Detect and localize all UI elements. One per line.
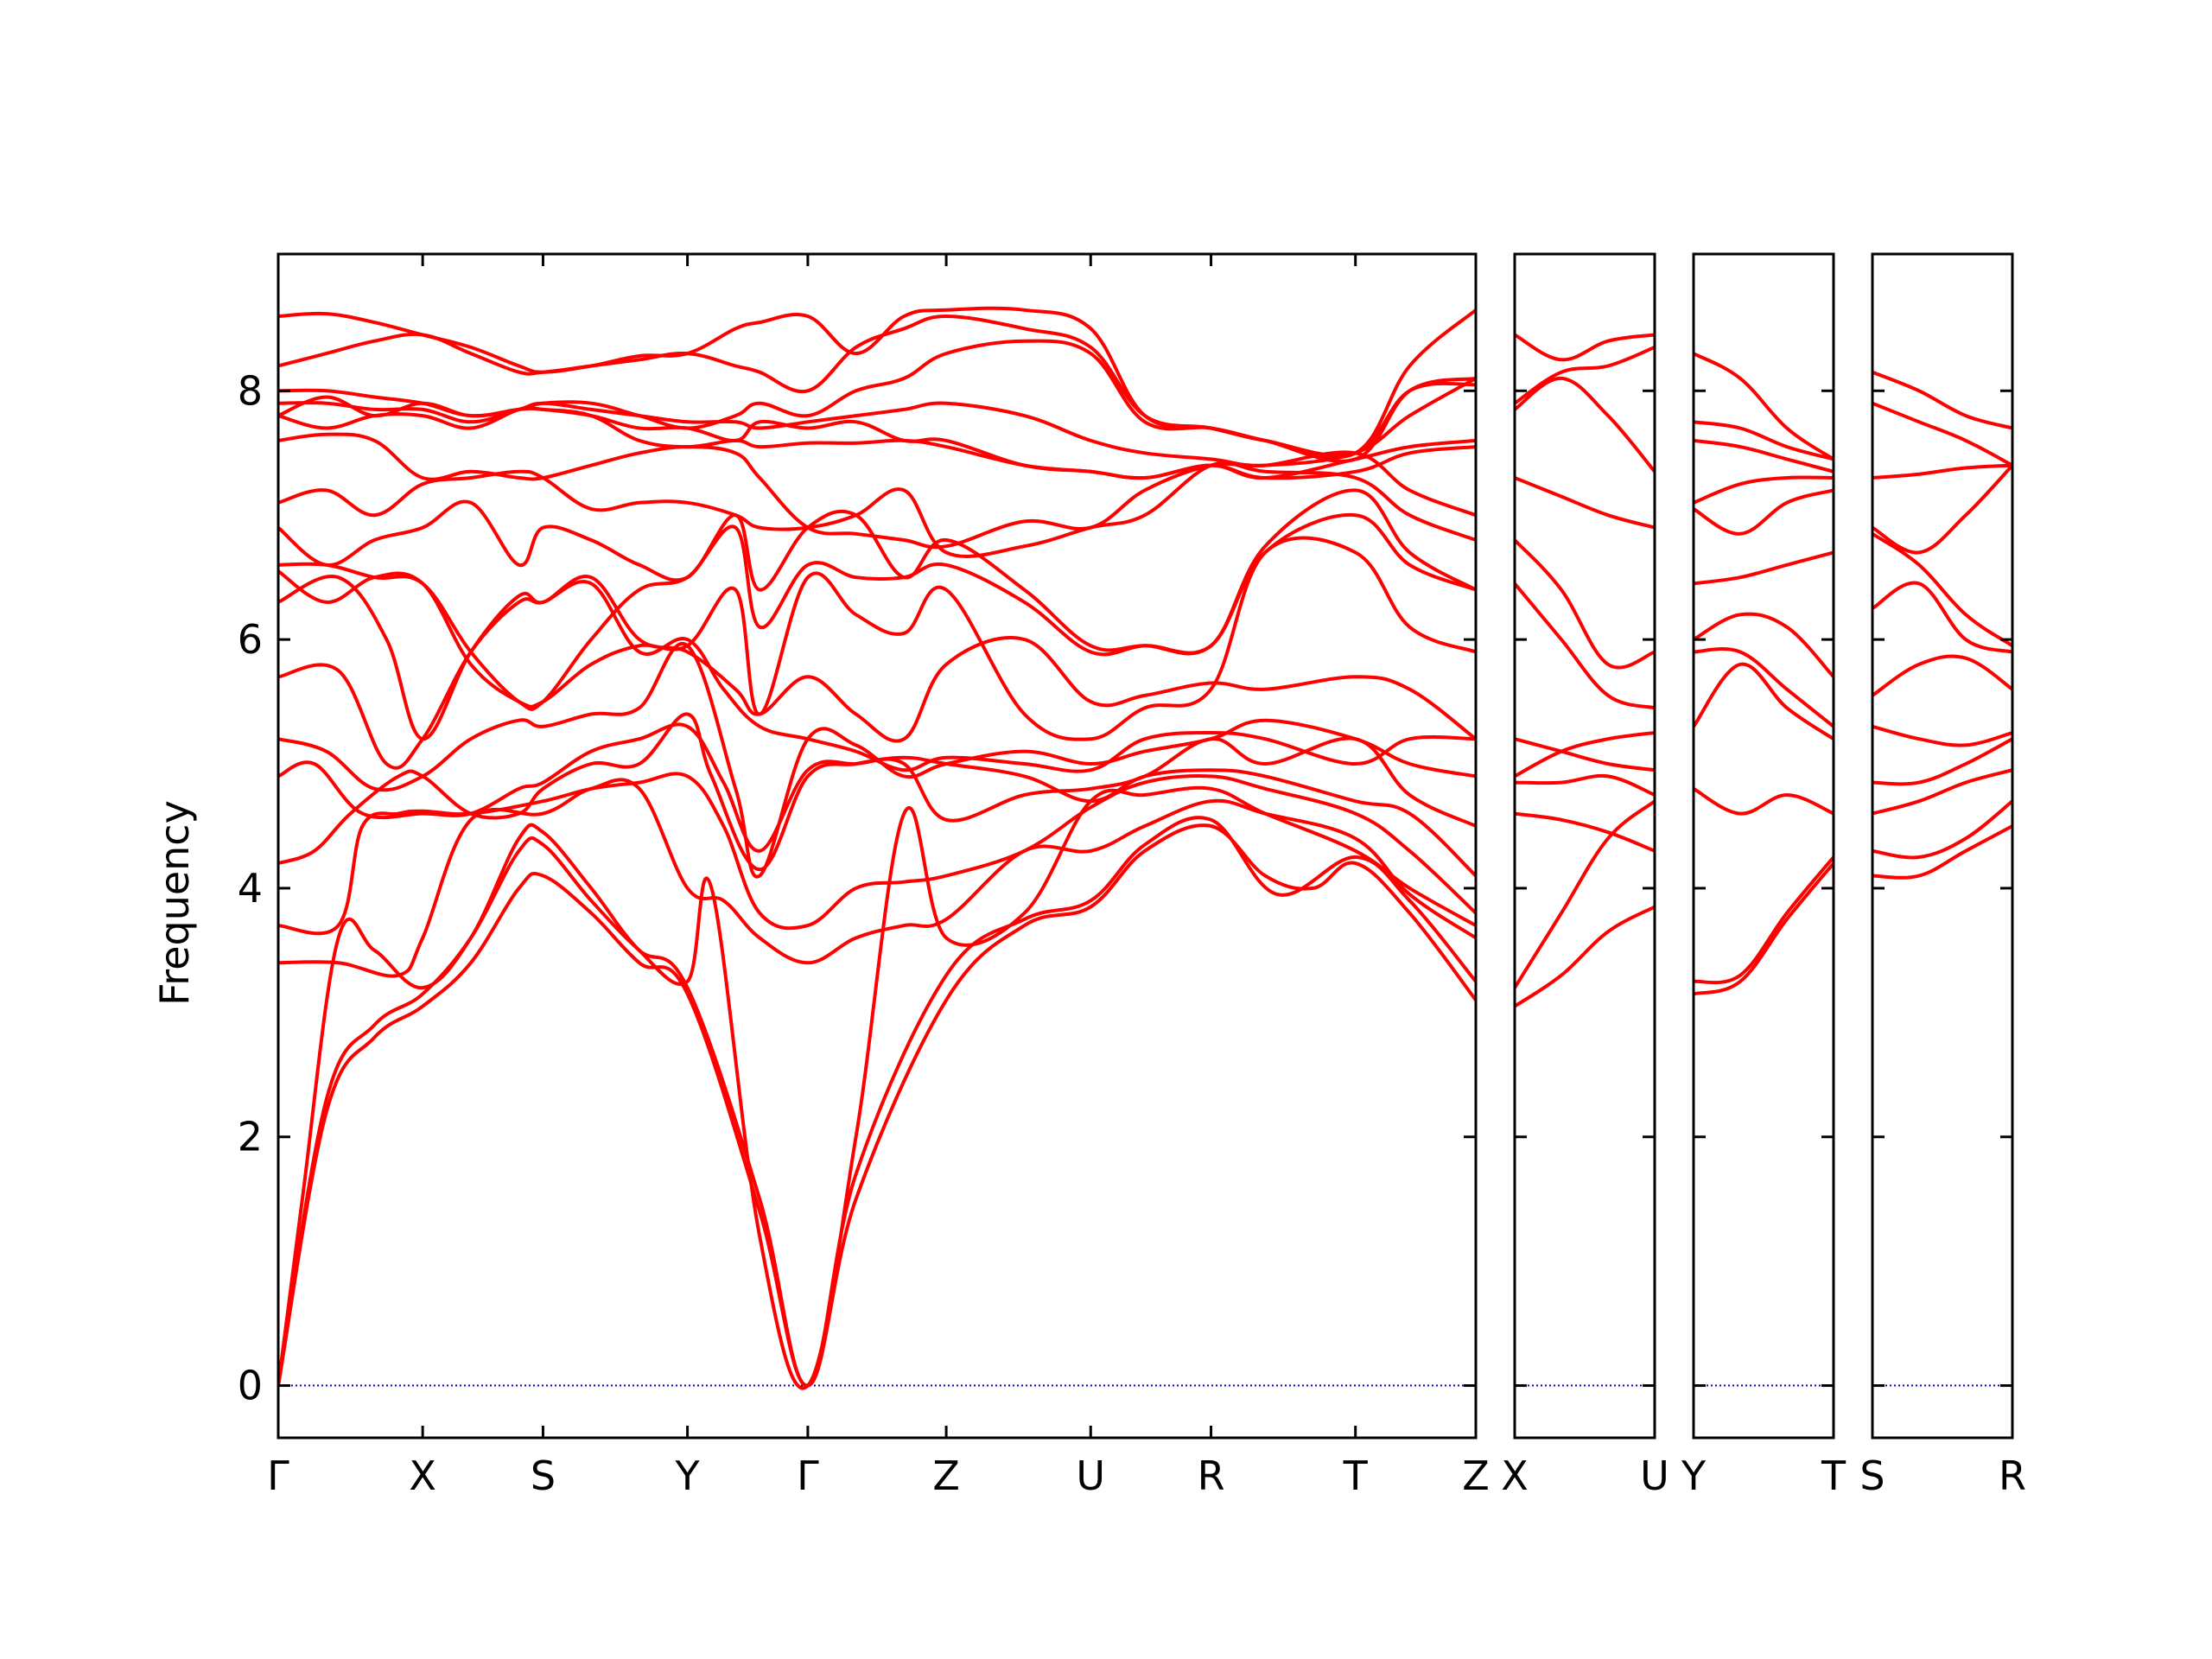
phonon-band-6 (1872, 654, 2012, 697)
phonon-band-3 (1694, 786, 1834, 816)
phonon-band-18 (278, 376, 1476, 467)
phonon-band-9 (1515, 476, 1655, 530)
phonon-band-12 (1515, 333, 1655, 362)
y-tick-label: 6 (238, 616, 263, 663)
phonon-band-10 (1872, 463, 2012, 480)
band-lines (278, 306, 1476, 1390)
high-symmetry-point-label: U (1076, 1452, 1105, 1499)
high-symmetry-point-label: Z (1462, 1452, 1490, 1499)
high-symmetry-point-label: R (1999, 1452, 2026, 1499)
phonon-band-8 (1872, 531, 2012, 648)
y-axis-label: Frequency (151, 800, 198, 1006)
phonon-band-2 (1872, 799, 2012, 860)
phonon-band-1 (1872, 824, 2012, 880)
phonon-band-7 (278, 722, 1476, 853)
phonon-band-10 (1515, 376, 1655, 474)
phonon-band-2 (1515, 799, 1655, 990)
phonon-band-6 (1515, 737, 1655, 772)
phonon-band-3 (1872, 768, 2012, 816)
phonon-band-4 (1515, 773, 1655, 797)
phonon-band-3 (278, 785, 1476, 1390)
phonon-band-4 (278, 778, 1476, 978)
phonon-band-21 (278, 306, 1476, 460)
phonon-band-8 (278, 641, 1476, 879)
phonon-band-8 (1694, 488, 1834, 536)
high-symmetry-point-label: Z (932, 1452, 960, 1499)
phonon-band-11 (278, 536, 1476, 741)
y-tick-label: 8 (238, 367, 263, 414)
high-symmetry-point-label: S (531, 1452, 556, 1499)
plot-frame (1513, 252, 1656, 1440)
phonon-band-6 (278, 712, 1476, 878)
plot-frame (1692, 252, 1835, 1440)
phonon-band-7 (1694, 550, 1834, 586)
phonon-band-5 (1515, 731, 1655, 779)
y-tick-label: 4 (238, 865, 263, 912)
band-lines (1872, 370, 2012, 880)
phonon-band-10 (278, 574, 1476, 743)
high-symmetry-point-label: S (1859, 1452, 1885, 1499)
y-tick-label: 2 (238, 1114, 263, 1160)
phonon-band-2 (1694, 855, 1834, 985)
phonon-band-8 (1515, 538, 1655, 670)
high-symmetry-point-label: Γ (267, 1452, 289, 1499)
phonon-band-11 (1515, 345, 1655, 405)
high-symmetry-point-label: U (1640, 1452, 1669, 1499)
high-symmetry-point-label: R (1198, 1452, 1225, 1499)
phonon-band-11 (1872, 401, 2012, 467)
phonon-band-9 (1872, 463, 2012, 555)
phonon-band-4 (1872, 737, 2012, 786)
high-symmetry-point-label: Y (1681, 1452, 1707, 1499)
plot-frame (1871, 252, 2014, 1440)
phonon-band-7 (1872, 581, 2012, 654)
plot-frame (276, 252, 1478, 1440)
phonon-band-6 (1694, 612, 1834, 679)
high-symmetry-point-label: Y (675, 1452, 701, 1499)
high-symmetry-point-label: T (1821, 1452, 1847, 1499)
phonon-band-10 (1694, 438, 1834, 474)
high-symmetry-point-label: Γ (797, 1452, 819, 1499)
high-symmetry-point-label: T (1343, 1452, 1369, 1499)
phonon-band-5 (1872, 724, 2012, 747)
phonon-band-9 (278, 580, 1476, 773)
phonon-band-5 (1694, 647, 1834, 728)
y-tick-label: 0 (238, 1363, 263, 1409)
phonon-band-12 (1872, 370, 2012, 430)
high-symmetry-point-label: X (1501, 1452, 1529, 1499)
band-lines (1515, 333, 1655, 1008)
phonon-band-1 (1515, 905, 1655, 1008)
phonon-band-3 (1515, 811, 1655, 853)
phonon-band-7 (1515, 582, 1655, 710)
phonon-band-4 (1694, 662, 1834, 741)
high-symmetry-point-label: X (409, 1452, 436, 1499)
phonon-band-11 (1694, 420, 1834, 461)
phonon-band-12 (1694, 352, 1834, 461)
phonon-band-5 (278, 772, 1476, 936)
phonon-band-1 (1694, 861, 1834, 996)
band-lines (1694, 352, 1834, 996)
phonon-band-9 (1694, 475, 1834, 505)
band-panel-p1: 0 2 4 6 8 Γ X S Y Γ Z U R T Z (238, 252, 1490, 1499)
